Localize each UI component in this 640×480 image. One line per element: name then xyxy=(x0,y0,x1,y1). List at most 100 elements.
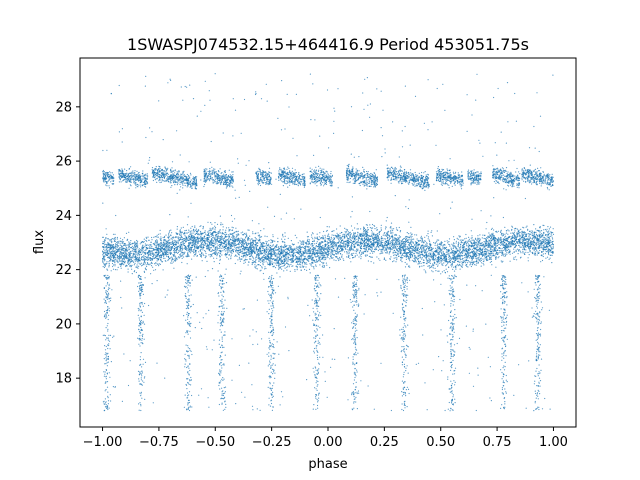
data-point xyxy=(459,268,461,270)
data-point xyxy=(367,229,369,231)
data-point xyxy=(191,225,193,228)
data-point xyxy=(116,269,118,271)
data-point xyxy=(120,265,122,267)
data-point xyxy=(318,255,320,257)
data-point xyxy=(370,261,372,263)
data-point xyxy=(470,250,473,252)
data-point xyxy=(478,245,480,247)
data-point xyxy=(517,230,519,232)
data-point xyxy=(474,264,476,266)
data-point xyxy=(122,261,124,263)
data-point xyxy=(513,248,515,250)
data-point xyxy=(506,245,508,247)
data-point xyxy=(323,259,325,261)
data-point xyxy=(163,251,165,253)
data-point xyxy=(397,236,399,239)
data-point xyxy=(179,235,181,237)
data-point xyxy=(318,248,320,250)
data-point xyxy=(515,235,517,237)
data-point xyxy=(551,235,553,237)
data-point xyxy=(538,242,540,244)
data-point xyxy=(549,235,552,237)
data-point xyxy=(284,238,286,240)
data-point xyxy=(395,248,398,250)
data-point xyxy=(408,233,410,235)
data-point xyxy=(213,249,215,252)
data-point xyxy=(326,226,328,228)
data-point xyxy=(539,230,541,232)
data-point xyxy=(152,266,154,268)
data-point xyxy=(482,253,484,255)
data-point xyxy=(522,226,524,228)
data-point xyxy=(168,231,170,233)
data-point xyxy=(242,255,244,258)
data-point xyxy=(232,237,234,239)
data-point xyxy=(307,251,309,253)
data-point xyxy=(513,256,515,258)
data-point xyxy=(472,239,474,241)
data-point xyxy=(517,242,519,244)
data-point xyxy=(493,250,495,253)
data-point xyxy=(193,242,195,244)
data-point xyxy=(501,248,503,250)
data-point xyxy=(513,228,516,230)
data-point xyxy=(468,238,470,240)
data-point xyxy=(129,244,131,246)
data-point xyxy=(352,242,354,244)
data-point xyxy=(117,266,119,268)
data-point xyxy=(216,257,218,259)
data-point xyxy=(194,244,196,246)
data-point xyxy=(453,242,455,244)
data-point xyxy=(112,244,114,246)
data-point xyxy=(293,259,295,261)
data-point xyxy=(173,249,175,252)
data-point xyxy=(152,253,154,255)
data-point xyxy=(323,249,325,251)
data-point xyxy=(324,238,326,240)
data-point xyxy=(547,226,549,228)
data-point xyxy=(144,267,146,269)
data-point xyxy=(149,250,151,252)
data-point xyxy=(550,231,552,233)
data-point xyxy=(270,239,272,241)
data-point xyxy=(474,238,476,240)
data-point xyxy=(539,232,541,234)
data-point xyxy=(316,236,318,238)
data-point xyxy=(400,241,402,243)
data-point xyxy=(310,252,312,254)
data-point xyxy=(151,239,153,241)
data-point xyxy=(282,234,284,236)
data-point xyxy=(430,247,432,249)
data-point xyxy=(427,246,429,248)
data-point xyxy=(231,236,233,238)
data-point xyxy=(156,234,158,236)
data-point xyxy=(299,258,301,260)
data-point xyxy=(184,230,186,232)
data-point xyxy=(371,256,373,258)
data-point xyxy=(227,239,229,241)
data-point xyxy=(543,229,545,231)
data-point xyxy=(369,252,371,254)
data-point xyxy=(453,261,455,263)
data-point xyxy=(255,246,257,248)
data-point xyxy=(198,239,200,241)
data-point xyxy=(528,241,530,243)
data-point xyxy=(201,239,203,241)
data-point xyxy=(137,240,139,242)
data-point xyxy=(525,239,527,241)
data-point xyxy=(517,244,520,246)
data-point xyxy=(141,257,143,259)
data-point xyxy=(132,252,134,255)
data-point xyxy=(127,244,129,246)
data-point xyxy=(315,265,317,267)
data-point xyxy=(468,261,470,263)
data-point xyxy=(294,247,296,249)
data-point xyxy=(467,243,470,245)
data-point xyxy=(187,238,189,240)
data-point xyxy=(502,238,504,240)
data-point xyxy=(274,240,276,242)
data-point xyxy=(219,252,221,254)
data-point xyxy=(279,259,281,261)
data-point xyxy=(539,226,541,228)
data-point xyxy=(281,268,283,270)
